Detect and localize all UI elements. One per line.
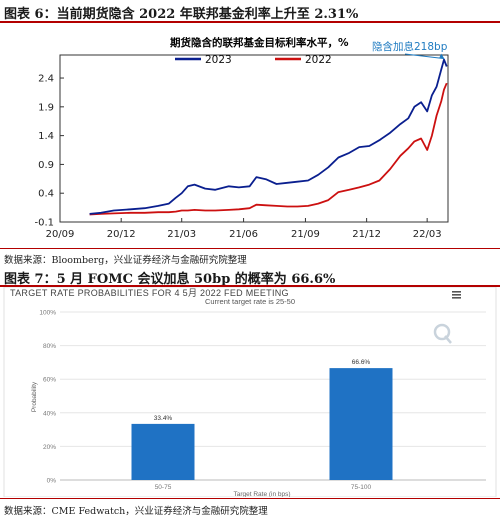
- figure6-source: 数据来源：Bloomberg，兴业证券经济与金融研究院整理: [4, 255, 247, 266]
- x-tick-label: 21/09: [291, 229, 320, 240]
- q-logo-icon: [433, 323, 452, 344]
- x-tick-label: 75-100: [351, 484, 372, 491]
- figure7-title-rule: [0, 285, 500, 287]
- y-tick-label: 2.4: [38, 74, 54, 85]
- y-tick-label: 1.4: [38, 131, 54, 142]
- y-tick-label: 80%: [43, 343, 56, 350]
- figure6-source-rule: [0, 248, 500, 249]
- y-tick-label: 1.9: [38, 102, 54, 113]
- y-tick-label: 60%: [43, 377, 56, 384]
- legend-label-2022: 2022: [305, 54, 332, 66]
- x-tick-label: 50-75: [155, 484, 172, 491]
- y-tick-label: 40%: [43, 410, 56, 417]
- bar-75-100: [329, 368, 393, 480]
- y-tick-label: 0.9: [38, 160, 54, 171]
- figure7-bar-chart: TARGET RATE PROBABILITIES FOR 4 5月 2022 …: [3, 287, 497, 497]
- figure7-source-rule: [0, 498, 500, 499]
- x-tick-label: 21/03: [167, 229, 196, 240]
- chart-title: 期货隐含的联邦基金目标利率水平，%: [170, 36, 349, 49]
- figure6-line-chart: -0.1 0.4 0.9 1.4 1.9 2.4 20/09 20/12 21/03 21/06 2…: [34, 36, 449, 240]
- figure6-title: 图表 6：当前期货隐含 2022 年联邦基金利率上升至 2.31%: [4, 7, 359, 22]
- annotation-leader: [404, 53, 445, 60]
- series-line-2023: [89, 58, 448, 215]
- legend-label-2023: 2023: [205, 54, 232, 66]
- y-tick-label: 20%: [43, 444, 56, 451]
- x-tick-label: 20/09: [46, 229, 75, 240]
- annotation-label: 隐含加息218bp: [372, 40, 448, 53]
- y-tick-label: 100%: [39, 310, 56, 317]
- figure6-title-rule: [0, 21, 500, 23]
- widget-panel: [3, 287, 497, 497]
- x-tick-label: 20/12: [107, 229, 136, 240]
- series-line-2022: [89, 82, 448, 216]
- figure7-title: 图表 7：5 月 FOMC 会议加息 50bp 的概率为 66.6%: [4, 272, 336, 287]
- bar-value-label: 33.4%: [154, 415, 173, 422]
- figure7-source: 数据来源：CME Fedwatch，兴业证券经济与金融研究院整理: [4, 506, 268, 517]
- hamburger-menu-icon[interactable]: [452, 291, 461, 299]
- y-tick-label: -0.1: [34, 218, 54, 229]
- plot-frame: [59, 54, 449, 223]
- y-tick-label: 0.4: [38, 189, 54, 200]
- bar-value-label: 66.6%: [352, 359, 371, 366]
- y-axis-label: Probability: [31, 381, 38, 412]
- x-tick-label: 22/03: [413, 229, 442, 240]
- widget-subtitle: Current target rate is 25-50: [205, 297, 295, 306]
- bar-50-75: [131, 423, 195, 480]
- annotation-arrowhead: [439, 53, 445, 59]
- x-axis-label: Target Rate (in bps): [233, 491, 290, 497]
- y-tick-label: 0%: [47, 478, 57, 485]
- x-tick-label: 21/12: [352, 229, 381, 240]
- x-tick-label: 21/06: [229, 229, 258, 240]
- widget-title: TARGET RATE PROBABILITIES FOR 4 5月 2022 …: [10, 288, 289, 298]
